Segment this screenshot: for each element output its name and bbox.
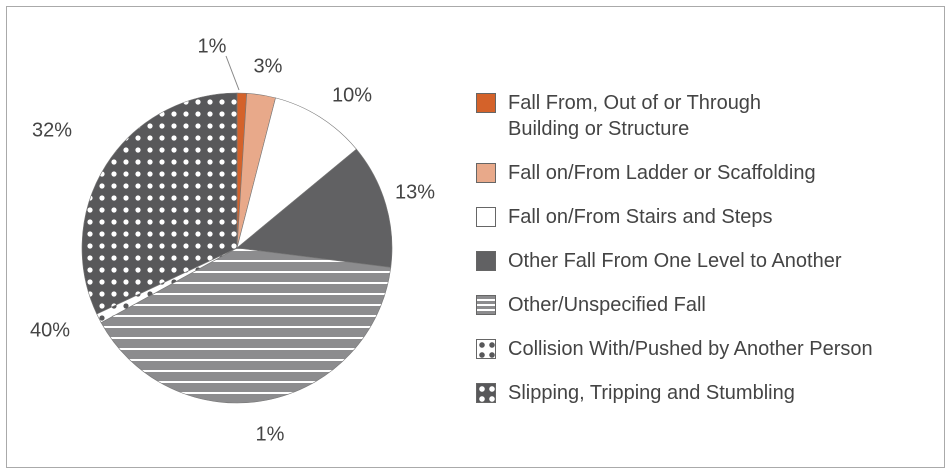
frame [6,6,945,468]
pie-slice [81,92,238,315]
data-label: 32% [32,119,72,141]
data-label: 10% [332,84,372,106]
legend-item: Slipping, Tripping and Stumbling [472,380,942,406]
legend-label: Fall From, Out of or Through Building or… [508,92,762,140]
pie-slice [236,148,393,268]
data-label: 13% [395,181,435,203]
legend-swatch [476,163,496,183]
pie-slice [236,97,357,249]
data-label: 1% [256,423,285,445]
legend-item: Other/Unspecified Fall [472,292,942,318]
pie-slice [100,247,392,404]
legend-label: Fall on/From Ladder or Scaffolding [508,162,816,184]
legend-swatch [476,93,496,113]
legend-label: Slipping, Tripping and Stumbling [508,382,795,404]
legend-swatch [476,295,496,315]
legend: Fall From, Out of or Through Building or… [472,90,942,424]
legend-swatch [476,383,496,403]
legend-label: Collision With/Pushed by Another Person [508,338,873,360]
legend-item: Collision With/Pushed by Another Person [472,336,942,362]
legend-label: Other Fall From One Level to Another [508,250,842,272]
legend-swatch [476,339,496,359]
legend-swatch [476,207,496,227]
data-label: 40% [30,319,70,341]
legend-label: Other/Unspecified Fall [508,294,706,316]
data-label: 1% [198,35,227,57]
leader-line [225,55,240,91]
legend-item: Other Fall From One Level to Another [472,248,942,274]
legend-label: Fall on/From Stairs and Steps [508,206,773,228]
legend-item: Fall on/From Ladder or Scaffolding [472,160,942,186]
legend-item: Fall on/From Stairs and Steps [472,204,942,230]
legend-swatch [476,251,496,271]
data-label: 3% [254,55,283,77]
legend-item: Fall From, Out of or Through Building or… [472,90,942,142]
